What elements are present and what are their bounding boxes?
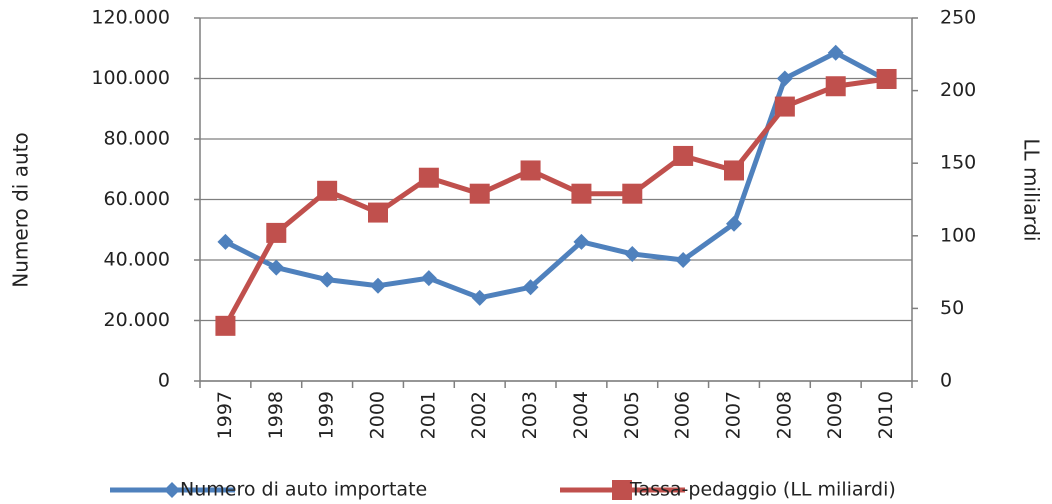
y-tick-label: 40.000 [104,249,170,271]
series-marker [673,145,694,166]
series-marker [776,70,793,87]
series-marker [471,289,488,306]
series-marker [827,44,844,61]
series-marker [319,271,336,288]
series-marker [217,233,234,250]
x-tick-label: 2006 [672,391,694,439]
x-tick-label: 2008 [773,391,795,439]
series-marker [215,315,236,336]
y2-tick-label: 100 [940,224,976,246]
legend-label: Tassa-pedaggio (LL miliardi) [629,479,896,501]
x-tick-label: 2005 [621,391,643,439]
series-marker [571,183,592,204]
series-marker [876,68,897,89]
series-marker [420,270,437,287]
series-marker [469,183,490,204]
series-marker [418,167,439,188]
series-marker [726,215,742,232]
legend-label: Numero di auto importate [180,479,427,501]
series-marker [724,160,744,181]
legend-marker [164,482,180,498]
y-tick-label: 0 [158,370,170,392]
x-tick-label: 1999 [316,391,338,439]
series-marker [317,180,338,201]
y2-tick-label: 250 [940,7,976,29]
x-tick-label: 1997 [214,391,236,439]
x-tick-label: 2003 [519,391,541,439]
series-marker [266,222,287,243]
x-tick-label: 2010 [875,391,897,439]
y-tick-label: 20.000 [104,309,170,331]
y-tick-label: 60.000 [104,188,170,210]
y2-tick-label: 150 [940,152,976,174]
x-tick-label: 2000 [367,391,389,439]
series-marker [522,279,539,296]
series-marker [268,259,285,276]
series-marker [774,96,795,117]
y2-tick-label: 0 [940,370,952,392]
x-tick-label: 2009 [824,391,846,439]
series-marker [520,160,541,181]
y2-tick-label: 50 [940,297,964,319]
y-axis-label: Numero di auto [9,132,33,287]
x-tick-label: 2004 [570,391,592,439]
y-tick-label: 120.000 [91,7,170,29]
series-marker [825,76,846,97]
series-marker [573,233,590,250]
series-marker [622,183,643,204]
series-line [224,50,888,301]
series-marker [368,202,388,223]
series-marker [624,245,641,262]
x-tick-label: 2002 [468,391,490,439]
y2-axis-label: LL miliardi [1020,138,1044,241]
y2-tick-label: 200 [940,79,976,101]
y-tick-label: 80.000 [104,128,170,150]
series-marker [675,252,692,268]
x-tick-label: 2001 [417,391,439,439]
x-tick-label: 2007 [723,391,745,439]
x-tick-label: 1998 [265,391,287,439]
legend-marker [612,480,632,500]
series-marker [370,277,386,294]
y-tick-label: 100.000 [91,67,170,89]
